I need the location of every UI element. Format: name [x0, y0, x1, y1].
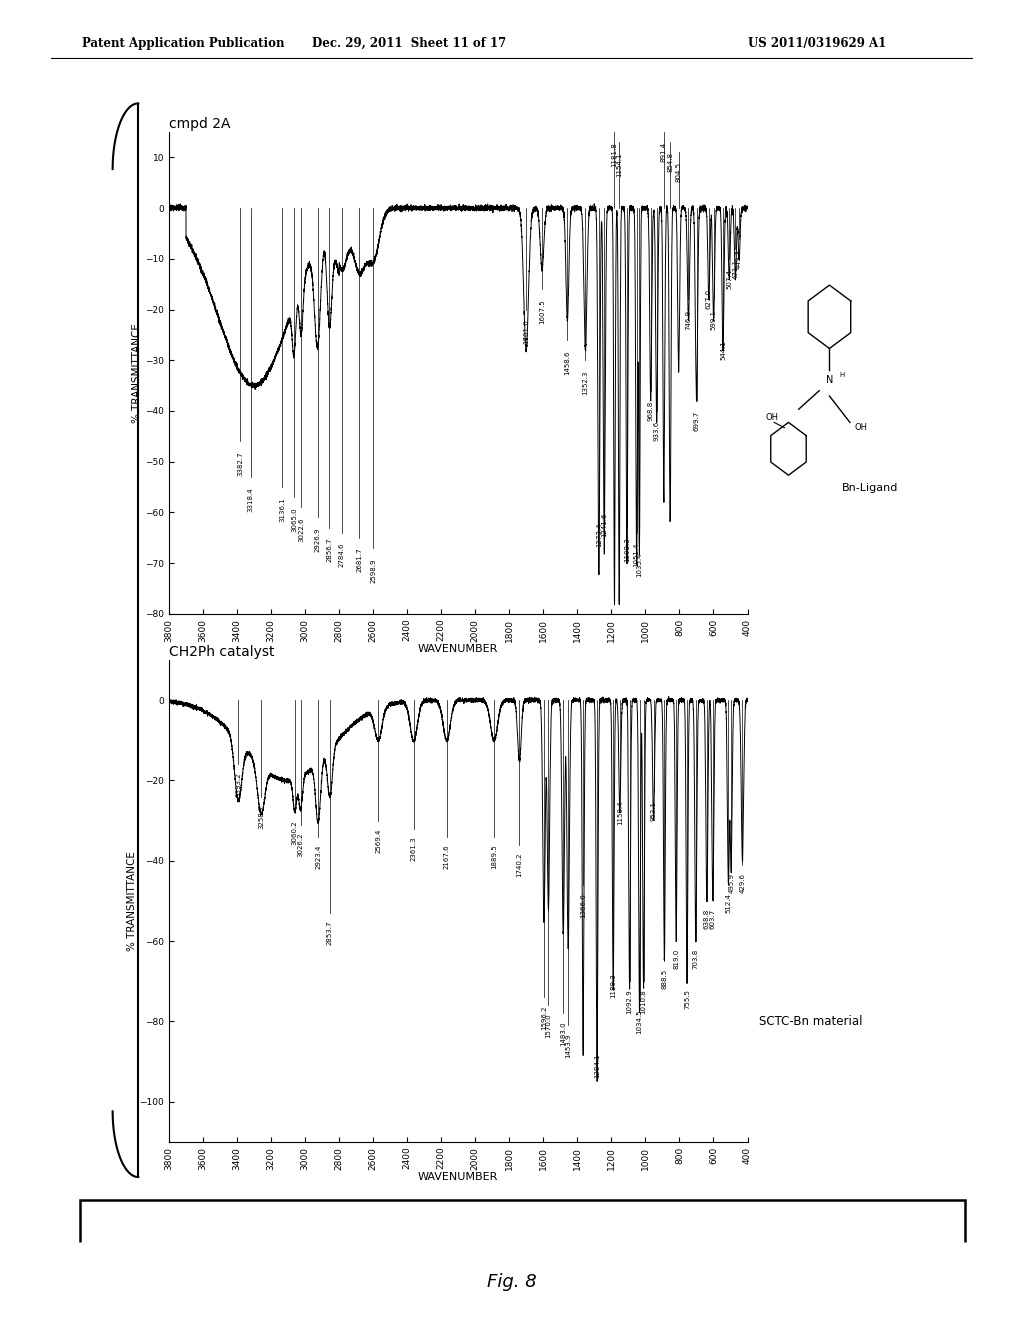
Text: 1241.6: 1241.6 [601, 512, 607, 537]
Text: 968.8: 968.8 [648, 401, 653, 421]
Text: US 2011/0319629 A1: US 2011/0319629 A1 [748, 37, 886, 50]
Text: 933.6: 933.6 [653, 421, 659, 441]
Text: 544.1: 544.1 [720, 341, 726, 360]
Text: 1010.8: 1010.8 [641, 989, 646, 1014]
Text: 952.1: 952.1 [650, 800, 656, 821]
Text: 3026.2: 3026.2 [298, 833, 304, 857]
Text: 2853.7: 2853.7 [327, 921, 333, 945]
Text: 1273.4: 1273.4 [596, 523, 602, 546]
Text: 2856.7: 2856.7 [327, 537, 333, 562]
Text: OH: OH [766, 413, 778, 421]
Text: 1284.1: 1284.1 [594, 1053, 600, 1078]
Text: 804.5: 804.5 [676, 162, 682, 182]
Text: 3136.1: 3136.1 [279, 498, 285, 521]
Text: 3060.2: 3060.2 [292, 821, 298, 845]
Text: OH: OH [854, 424, 867, 432]
Text: 854.8: 854.8 [667, 152, 673, 173]
Text: 3022.6: 3022.6 [298, 517, 304, 543]
Text: 1092.9: 1092.9 [627, 989, 633, 1014]
Y-axis label: % TRANSMITTANCE: % TRANSMITTANCE [127, 851, 136, 950]
Text: Patent Application Publication: Patent Application Publication [82, 37, 285, 50]
Text: 2569.4: 2569.4 [376, 829, 381, 853]
Text: 3318.4: 3318.4 [248, 487, 254, 512]
Text: Bn-Ligand: Bn-Ligand [842, 483, 899, 494]
Text: 1034.5: 1034.5 [637, 1010, 642, 1034]
Y-axis label: % TRANSMITTANCE: % TRANSMITTANCE [132, 323, 142, 422]
Text: 2598.9: 2598.9 [371, 558, 377, 582]
Text: 471.1: 471.1 [732, 259, 738, 279]
Text: 1596.2: 1596.2 [541, 1006, 547, 1030]
Text: 1051.4: 1051.4 [634, 543, 640, 568]
Text: 599.1: 599.1 [711, 309, 717, 330]
Text: 3393.2: 3393.2 [236, 772, 242, 797]
Text: 755.5: 755.5 [684, 989, 690, 1008]
Text: 819.0: 819.0 [673, 949, 679, 969]
Text: 699.7: 699.7 [693, 411, 699, 432]
Text: 2681.7: 2681.7 [356, 548, 362, 573]
Text: 703.8: 703.8 [693, 949, 698, 969]
Text: CH2Ph catalyst: CH2Ph catalyst [169, 645, 274, 659]
Text: 1189.3: 1189.3 [610, 973, 616, 998]
Text: 3258.7: 3258.7 [258, 805, 264, 829]
Text: 2784.6: 2784.6 [339, 543, 345, 568]
Text: SCTC-Bn material: SCTC-Bn material [760, 1015, 863, 1028]
Text: 746.9: 746.9 [685, 309, 691, 330]
Text: 2926.9: 2926.9 [314, 528, 321, 552]
Text: 1458.6: 1458.6 [564, 350, 570, 375]
Text: 1366.0: 1366.0 [581, 892, 586, 917]
Text: 1483.0: 1483.0 [560, 1022, 566, 1045]
Text: 1035.4: 1035.4 [636, 553, 642, 577]
Text: 1181.8: 1181.8 [611, 143, 617, 166]
Text: 603.7: 603.7 [710, 909, 716, 929]
Text: 1701.0: 1701.0 [523, 319, 529, 345]
Text: cmpd 2A: cmpd 2A [169, 117, 230, 131]
Text: 495.9: 495.9 [728, 873, 734, 892]
Text: 3065.0: 3065.0 [291, 507, 297, 532]
Text: 2923.4: 2923.4 [315, 845, 322, 869]
Text: 507.4: 507.4 [726, 269, 732, 289]
Text: 1108.3: 1108.3 [624, 537, 630, 562]
Text: 2361.3: 2361.3 [411, 837, 417, 861]
Text: 627.0: 627.0 [706, 289, 712, 309]
Text: 888.5: 888.5 [662, 969, 668, 989]
Text: 638.8: 638.8 [703, 909, 710, 929]
Text: Fig. 8: Fig. 8 [487, 1272, 537, 1291]
X-axis label: WAVENUMBER: WAVENUMBER [418, 1172, 499, 1183]
Text: 1889.5: 1889.5 [492, 845, 497, 870]
Text: 1150.4: 1150.4 [616, 800, 623, 825]
Text: 449.3: 449.3 [736, 248, 742, 269]
Text: 1740.2: 1740.2 [516, 853, 522, 878]
Text: 3382.7: 3382.7 [237, 451, 243, 477]
Text: 512.4: 512.4 [725, 892, 731, 912]
Text: 1352.3: 1352.3 [583, 371, 589, 395]
Text: 1607.5: 1607.5 [539, 300, 545, 323]
Text: Dec. 29, 2011  Sheet 11 of 17: Dec. 29, 2011 Sheet 11 of 17 [312, 37, 507, 50]
Text: N: N [825, 375, 834, 385]
X-axis label: WAVENUMBER: WAVENUMBER [418, 644, 499, 655]
Text: 891.4: 891.4 [660, 143, 667, 162]
Text: H: H [839, 372, 845, 378]
Text: 429.6: 429.6 [739, 873, 745, 892]
Text: 1570.0: 1570.0 [546, 1014, 552, 1038]
Text: 2167.6: 2167.6 [443, 845, 450, 870]
Text: 1453.9: 1453.9 [565, 1034, 571, 1057]
Text: 1154.1: 1154.1 [616, 152, 623, 177]
